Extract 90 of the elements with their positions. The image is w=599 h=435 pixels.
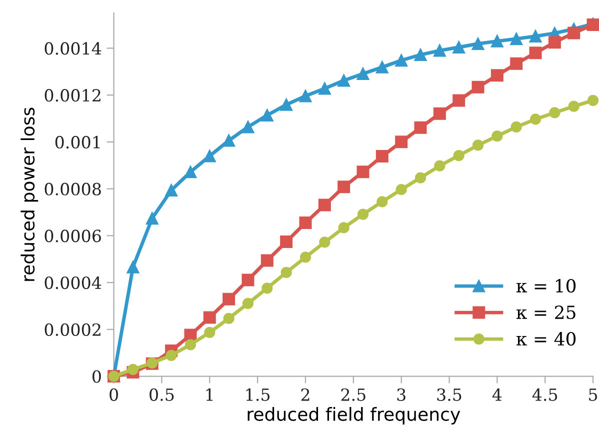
point xyxy=(490,34,504,48)
point xyxy=(492,130,503,142)
point xyxy=(530,114,542,125)
x-tick-label: 0.5 xyxy=(150,388,174,401)
legend-label: κ = 40 xyxy=(516,332,576,346)
x-tick-label: 3 xyxy=(397,388,406,401)
point xyxy=(568,100,580,112)
point xyxy=(280,236,293,248)
point xyxy=(203,150,216,162)
point xyxy=(165,184,178,196)
point xyxy=(376,196,388,208)
point xyxy=(356,67,370,80)
point xyxy=(184,166,197,178)
point xyxy=(222,292,236,306)
x-tick-label: 2 xyxy=(301,388,310,401)
point xyxy=(357,208,369,220)
point xyxy=(587,94,599,106)
point xyxy=(222,134,236,147)
x-tick-label: 3.5 xyxy=(437,388,462,401)
point xyxy=(529,46,542,60)
point xyxy=(510,121,522,132)
point xyxy=(127,364,139,376)
y-tick-label: 0.0008 xyxy=(44,182,101,196)
point xyxy=(452,41,466,54)
point xyxy=(549,107,560,118)
point xyxy=(356,166,370,178)
point xyxy=(414,121,427,134)
x-tick-label: 1 xyxy=(206,388,213,401)
y-tick-label: 0.0002 xyxy=(44,323,100,336)
point xyxy=(472,38,484,50)
point xyxy=(529,30,542,42)
legend-label: κ = 25 xyxy=(516,305,576,320)
x-axis-title: reduced field frequency xyxy=(248,406,460,424)
point xyxy=(262,282,273,294)
point xyxy=(376,150,388,162)
x-tick-label: 4.5 xyxy=(532,388,558,401)
point xyxy=(395,136,408,148)
point xyxy=(376,60,388,74)
point xyxy=(490,69,504,82)
point xyxy=(548,36,561,49)
x-tick-label: 4 xyxy=(492,388,502,401)
y-tick-label: 0 xyxy=(92,370,101,383)
point xyxy=(452,94,466,107)
point xyxy=(414,48,427,62)
point xyxy=(414,172,426,184)
point xyxy=(260,254,274,267)
point xyxy=(204,326,216,338)
y-axis-title: reduced power loss xyxy=(20,108,38,281)
y-tick-label: 0.0004 xyxy=(44,276,102,290)
y-tick-label: 0.0006 xyxy=(44,230,101,242)
point xyxy=(146,212,158,225)
point xyxy=(395,54,408,67)
point xyxy=(242,120,254,134)
point xyxy=(568,26,580,40)
point xyxy=(126,260,140,274)
point xyxy=(338,222,350,234)
x-tick-label: 2.5 xyxy=(341,388,366,401)
point xyxy=(319,236,330,248)
y-tick-label: 0.0012 xyxy=(44,89,100,102)
legend-label: κ = 10 xyxy=(516,278,576,293)
point xyxy=(338,74,350,87)
point xyxy=(338,180,350,194)
point xyxy=(280,266,292,278)
x-tick-label: 0 xyxy=(110,388,118,401)
point xyxy=(242,274,254,286)
y-tick-label: 0.001 xyxy=(55,136,100,149)
point xyxy=(280,98,293,111)
point xyxy=(433,44,446,57)
point xyxy=(433,107,446,120)
point xyxy=(472,140,484,151)
point xyxy=(510,57,523,70)
x-tick-label: 5 xyxy=(589,388,598,401)
point xyxy=(434,160,446,172)
point xyxy=(184,339,196,350)
point xyxy=(396,184,407,196)
point xyxy=(166,350,177,361)
point xyxy=(223,312,234,324)
point xyxy=(299,216,312,230)
point xyxy=(453,150,464,162)
point xyxy=(318,198,331,212)
point xyxy=(510,32,523,46)
point xyxy=(318,82,331,95)
point xyxy=(203,311,216,324)
x-tick-label: 1.5 xyxy=(246,388,270,401)
point xyxy=(242,298,254,309)
y-tick-label: 0.0014 xyxy=(44,42,102,55)
point xyxy=(299,90,312,102)
point xyxy=(260,108,274,122)
point xyxy=(472,80,484,94)
point xyxy=(300,252,312,263)
